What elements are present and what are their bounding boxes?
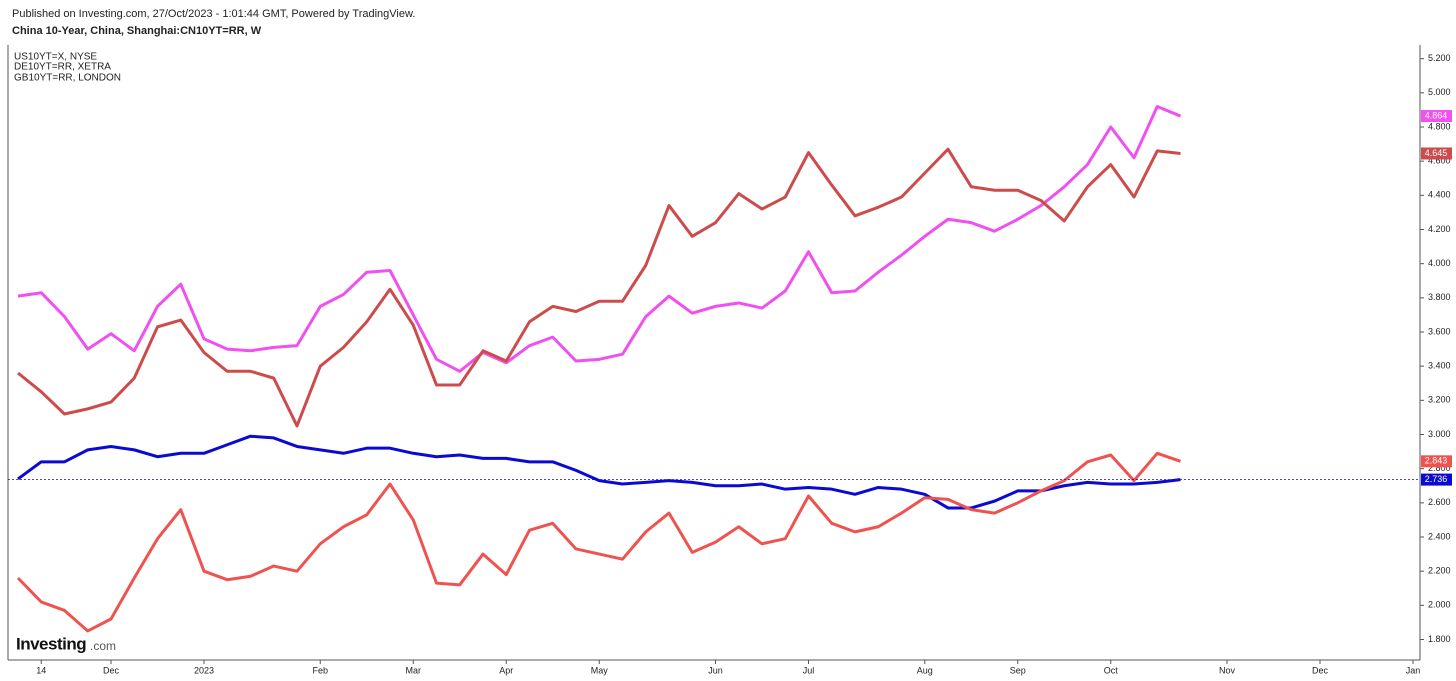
x-tick-label: Sep bbox=[1010, 665, 1026, 675]
last-value-box bbox=[1421, 473, 1452, 486]
y-tick-label: 1.800 bbox=[1428, 634, 1451, 644]
y-tick-label: 3.600 bbox=[1428, 326, 1451, 336]
y-tick-label: 4.400 bbox=[1428, 190, 1451, 200]
last-value-box bbox=[1421, 455, 1452, 468]
y-tick-label: 4.600 bbox=[1428, 156, 1451, 166]
x-tick-label: Dec bbox=[1312, 665, 1329, 675]
last-value-label: 4.864 bbox=[1425, 110, 1448, 120]
x-tick-label: Jan bbox=[1406, 665, 1421, 675]
x-tick-label: Nov bbox=[1219, 665, 1236, 675]
x-tick-label: 2023 bbox=[194, 665, 214, 675]
y-tick-label: 5.000 bbox=[1428, 87, 1451, 97]
x-tick-label: Aug bbox=[917, 665, 933, 675]
x-tick-label: Jun bbox=[708, 665, 723, 675]
y-tick-label: 3.400 bbox=[1428, 361, 1451, 371]
legend-entry: GB10YT=RR, LONDON bbox=[14, 73, 121, 84]
x-tick-label: Feb bbox=[312, 665, 328, 675]
last-value-box bbox=[1421, 147, 1452, 160]
x-tick-label: 14 bbox=[36, 665, 46, 675]
series-line bbox=[16, 451, 1181, 633]
x-tick-label: Apr bbox=[499, 665, 513, 675]
last-value-box bbox=[1421, 110, 1452, 123]
x-tick-label: Jul bbox=[803, 665, 815, 675]
y-tick-label: 5.200 bbox=[1428, 53, 1451, 63]
y-tick-label: 4.800 bbox=[1428, 121, 1451, 131]
y-tick-label: 4.200 bbox=[1428, 224, 1451, 234]
x-tick-label: May bbox=[591, 665, 609, 675]
series-line bbox=[17, 434, 1181, 510]
x-tick-label: Dec bbox=[103, 665, 120, 675]
chart-title: China 10-Year, China, Shanghai:CN10YT=RR… bbox=[12, 25, 262, 37]
series-line bbox=[17, 147, 1181, 428]
x-tick-label: Oct bbox=[1104, 665, 1119, 675]
y-tick-label: 3.000 bbox=[1428, 429, 1451, 439]
y-tick-label: 4.000 bbox=[1428, 258, 1451, 268]
logo: Investing bbox=[16, 634, 86, 653]
last-value-label: 2.843 bbox=[1425, 456, 1448, 466]
legend-entry: DE10YT=RR, XETRA bbox=[14, 62, 111, 73]
y-tick-label: 2.800 bbox=[1428, 463, 1451, 473]
legend-entry: US10YT=X, NYSE bbox=[14, 52, 97, 63]
logo-suffix: .com bbox=[90, 639, 116, 653]
y-tick-label: 3.200 bbox=[1428, 395, 1451, 405]
y-tick-label: 3.800 bbox=[1428, 292, 1451, 302]
last-value-label: 4.645 bbox=[1425, 148, 1448, 158]
last-value-label: 2.736 bbox=[1425, 474, 1448, 484]
y-tick-label: 2.000 bbox=[1428, 600, 1451, 610]
y-tick-label: 2.400 bbox=[1428, 531, 1451, 541]
x-tick-label: Mar bbox=[406, 665, 422, 675]
source-note: Published on Investing.com, 27/Oct/2023 … bbox=[12, 8, 415, 20]
y-tick-label: 2.600 bbox=[1428, 497, 1451, 507]
series-line bbox=[17, 105, 1182, 373]
y-tick-label: 2.200 bbox=[1428, 566, 1451, 576]
